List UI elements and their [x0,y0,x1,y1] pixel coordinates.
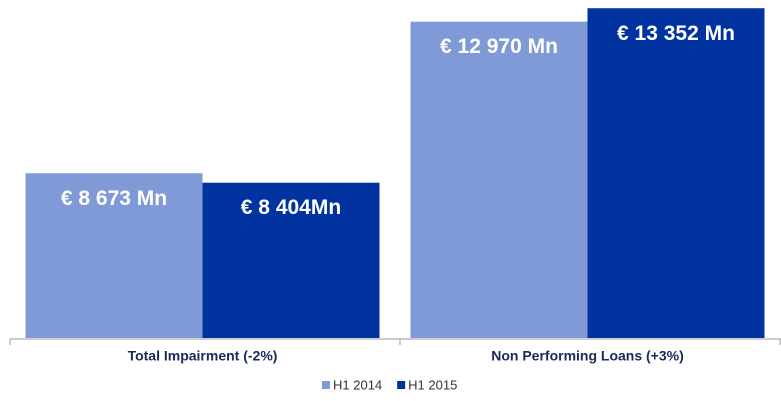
x-tick-label: Non Performing Loans (+3%) [491,348,684,364]
legend-swatch [397,381,406,389]
bar [587,8,765,339]
legend-label: H1 2015 [408,377,457,392]
value-label: € 12 970 Mn [440,35,558,58]
value-label: € 8 404Mn [241,196,341,219]
bar [25,173,203,338]
bar [410,21,588,338]
bar [202,182,380,338]
value-label: € 13 352 Mn [617,22,735,45]
x-tick-label: Total Impairment (-2%) [128,348,278,364]
legend-label: H1 2014 [333,377,382,392]
value-label: € 8 673 Mn [61,187,167,210]
legend-swatch [322,381,330,389]
